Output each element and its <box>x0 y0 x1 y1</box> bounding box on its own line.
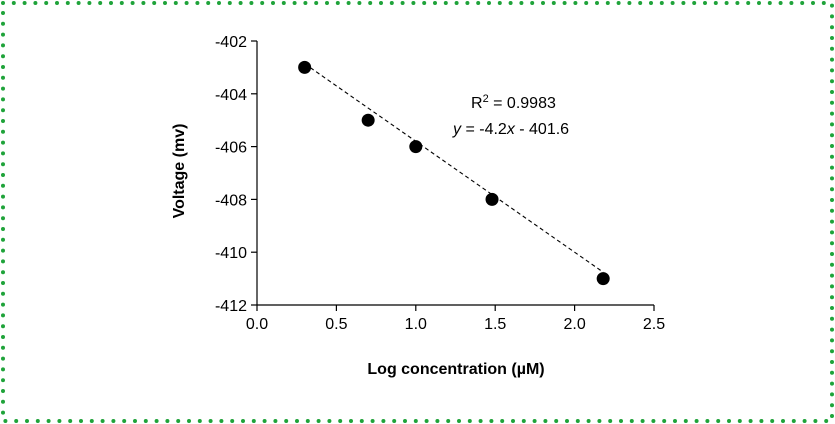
eq-y: y <box>452 121 462 138</box>
x-tick-label: 0.5 <box>325 316 347 333</box>
r2-prefix: R <box>471 95 483 112</box>
x-tick-label: 1.5 <box>484 316 506 333</box>
y-tick-label: -402 <box>215 34 247 51</box>
data-point <box>409 140 423 154</box>
fit-line <box>304 63 604 273</box>
y-tick-label: -406 <box>215 140 247 157</box>
fit-equation-annotation: y = -4.2x - 401.6 <box>452 121 569 138</box>
eq-mid: = -4.2 <box>461 121 507 138</box>
y-axis-title: Voltage (mv) <box>171 124 188 219</box>
x-ticks: 0.0 0.5 1.0 1.5 2.0 2.5 <box>246 305 665 333</box>
y-tick-label: -404 <box>215 87 247 104</box>
data-point <box>596 272 610 286</box>
data-points <box>298 60 610 286</box>
y-ticks: -402 -404 -406 -408 -410 -412 <box>215 34 257 315</box>
r-squared-annotation: R2 = 0.9983 <box>471 93 556 112</box>
data-point <box>361 113 375 127</box>
r2-superscript: 2 <box>483 93 489 105</box>
r2-value: = 0.9983 <box>489 95 556 112</box>
x-tick-label: 0.0 <box>246 316 268 333</box>
x-tick-label: 2.0 <box>563 316 585 333</box>
plot-area: 0.0 0.5 1.0 1.5 2.0 2.5 -402-404-406-408-410-… <box>215 34 665 333</box>
data-point <box>298 60 312 74</box>
x-tick-label: 1.0 <box>405 316 427 333</box>
y-tick-label: -408 <box>215 192 247 209</box>
data-point <box>485 192 499 206</box>
x-tick-label: 2.5 <box>643 316 665 333</box>
y-tick-label: -410 <box>215 245 247 262</box>
eq-rest: - 401.6 <box>515 121 569 138</box>
y-tick-label: -412 <box>215 298 247 315</box>
x-axis-title: Log concentration (µM) <box>367 361 544 378</box>
eq-x: x <box>506 121 516 138</box>
